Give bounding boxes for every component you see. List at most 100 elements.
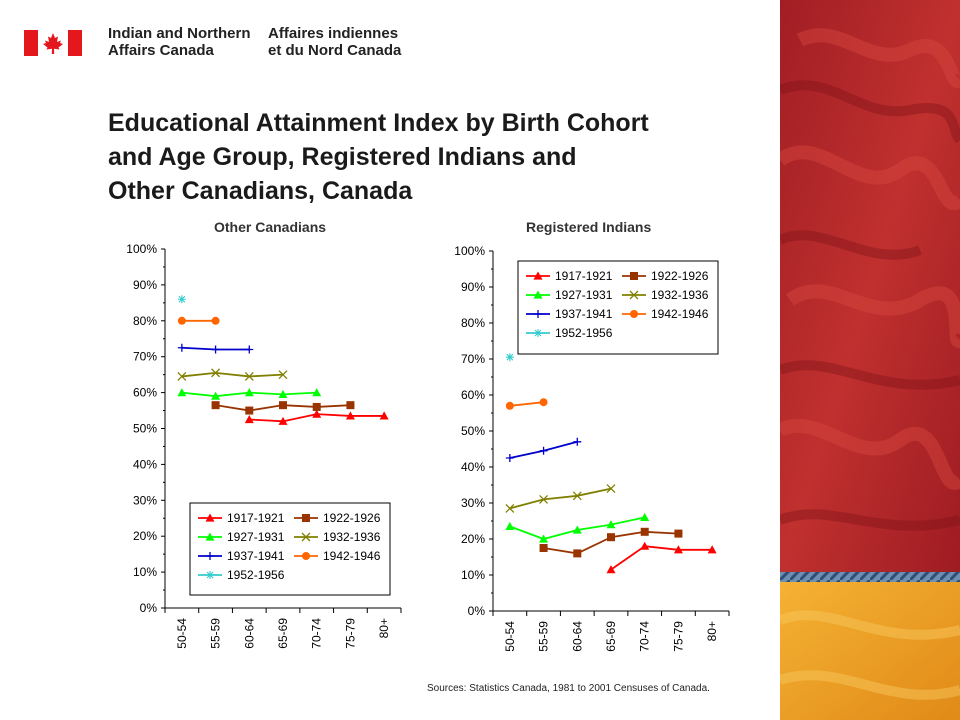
band-orange-texture (780, 610, 960, 700)
data-point-1927-1931 (539, 534, 549, 543)
series-1937-1941 (177, 343, 254, 354)
y-tick-label: 70% (461, 352, 485, 366)
series-line-1932-1936 (181, 371, 284, 378)
data-point-1917-1921 (244, 415, 254, 424)
band-texture (780, 28, 960, 490)
x-tick-label-70-74: 70-74 (638, 621, 652, 652)
data-point-1952-1956 (177, 295, 186, 304)
legend-label-1942-1946: 1942-1946 (323, 549, 381, 563)
data-point-1927-1931 (244, 388, 254, 397)
data-point-1942-1946 (505, 401, 514, 410)
data-point-1917-1921 (673, 545, 683, 554)
series-1942-1946 (177, 316, 220, 325)
data-point-1932-1936 (606, 484, 616, 494)
data-point-1927-1931 (278, 389, 288, 398)
data-point-1917-1921 (707, 545, 717, 554)
legend: 1917-1921 1922-1926 1927-1931 1932-1936 1937… (189, 502, 391, 596)
series-line-1917-1921 (610, 545, 713, 571)
x-tick-label-50-54: 50-54 (175, 618, 189, 649)
legend-label-1932-1936: 1932-1936 (323, 530, 381, 544)
legend-marker-1942-1946 (630, 310, 638, 318)
band-texture-dark (780, 80, 960, 531)
x-tick-label-75-79: 75-79 (671, 621, 685, 652)
y-tick-label: 0% (468, 604, 486, 618)
y-tick-label: 90% (461, 280, 485, 294)
legend-marker-1917-1921 (533, 271, 543, 280)
band-stripe (780, 572, 960, 582)
legend-label-1927-1931: 1927-1931 (555, 288, 613, 302)
department-en-line-1: Indian and Northern (108, 25, 251, 42)
series-1952-1956 (505, 353, 514, 362)
y-tick-label: 10% (133, 565, 157, 579)
y-tick-label: 20% (133, 529, 157, 543)
series-line-1932-1936 (509, 487, 612, 510)
legend-marker-1932-1936 (301, 532, 311, 542)
department-en-line-2: Affairs Canada (108, 42, 214, 59)
series-1922-1926 (539, 527, 683, 558)
department-name-fr: Affaires indiennes et du Nord Canada (268, 25, 401, 59)
data-point-1917-1921 (278, 416, 288, 425)
data-point-1922-1926 (539, 544, 548, 552)
data-point-1917-1921 (345, 411, 355, 420)
series-1917-1921 (606, 541, 717, 574)
data-point-1927-1931 (211, 391, 221, 400)
x-tick-label-75-79: 75-79 (343, 618, 357, 649)
decorative-band (780, 0, 960, 720)
data-point-1922-1926 (607, 533, 615, 542)
y-tick-label: 0% (140, 601, 158, 615)
x-tick-label-80: 80+ (377, 618, 391, 638)
data-point-1932-1936 (539, 494, 549, 504)
department-fr-line-1: Affaires indiennes (268, 25, 399, 42)
legend-marker-1917-1921 (205, 513, 215, 522)
data-point-1937-1941 (177, 343, 186, 352)
series-line-1942-1946 (509, 401, 544, 407)
y-tick-label: 80% (461, 316, 485, 330)
legend-label-1952-1956: 1952-1956 (555, 326, 613, 340)
series-1917-1921 (244, 409, 389, 425)
y-tick-label: 40% (461, 460, 485, 474)
series-1932-1936 (505, 484, 616, 513)
y-tick-label: 100% (126, 242, 157, 256)
chart-title-other-canadians: Other Canadians (214, 219, 327, 235)
x-tick-label-55-59: 55-59 (537, 621, 551, 652)
y-tick-label: 40% (133, 457, 157, 471)
data-point-1922-1926 (211, 401, 220, 410)
data-point-1942-1946 (539, 398, 548, 407)
data-point-1922-1926 (279, 401, 287, 410)
chart-registered-indians: 0% 10% 20% 30% 40% 50% 60% 70% 80% 90% 100% 50-54 55… (454, 244, 730, 652)
data-point-1927-1931 (640, 512, 650, 521)
chart-title-registered-indians: Registered Indians (526, 219, 652, 235)
x-tick-label-50-54: 50-54 (503, 621, 517, 652)
data-point-1932-1936 (244, 371, 254, 381)
data-point-1927-1931 (312, 388, 322, 397)
data-point-1922-1926 (674, 529, 683, 538)
x-tick-label-70-74: 70-74 (310, 618, 324, 649)
canada-flag-icon (24, 30, 82, 56)
y-tick-label: 70% (133, 350, 157, 364)
x-tick-label-65-69: 65-69 (276, 618, 290, 649)
legend-label-1922-1926: 1922-1926 (323, 511, 381, 525)
data-point-1932-1936 (505, 503, 515, 513)
legend-marker-1927-1931 (533, 290, 543, 299)
data-point-1922-1926 (573, 549, 582, 558)
y-tick-label: 20% (461, 532, 485, 546)
series-1927-1931 (505, 512, 650, 543)
data-point-1937-1941 (505, 454, 514, 462)
data-point-1922-1926 (640, 527, 649, 536)
data-point-1942-1946 (177, 316, 186, 325)
data-point-1952-1956 (505, 353, 514, 362)
title-line-1: Educational Attainment Index by Birth Co… (108, 109, 649, 137)
department-name-en: Indian and Northern Affairs Canada (108, 25, 251, 59)
series-1942-1946 (505, 398, 548, 410)
legend-label-1922-1926: 1922-1926 (651, 269, 709, 283)
series-1932-1936 (177, 368, 288, 381)
legend-marker-1942-1946 (302, 552, 310, 560)
legend-marker-1952-1956 (534, 329, 542, 337)
data-point-1927-1931 (177, 388, 187, 397)
series-1927-1931 (177, 388, 322, 400)
chart-other-canadians: 0% 10% 20% 30% 40% 50% 60% 70% 80% 90% 100% 50-54 55… (126, 242, 402, 649)
y-tick-label: 80% (133, 314, 157, 328)
x-tick-label-60-64: 60-64 (570, 621, 584, 652)
legend: 1917-1921 1922-1926 1927-1931 1932-1936 1937… (517, 260, 719, 355)
